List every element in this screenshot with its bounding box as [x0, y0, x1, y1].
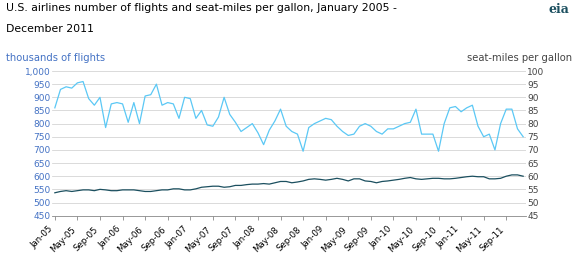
- Text: thousands of flights: thousands of flights: [6, 53, 105, 63]
- Text: U.S. airlines number of flights and seat-miles per gallon, January 2005 -: U.S. airlines number of flights and seat…: [6, 3, 397, 13]
- Text: December 2011: December 2011: [6, 24, 94, 34]
- Text: eia: eia: [549, 3, 569, 16]
- Text: seat-miles per gallon: seat-miles per gallon: [467, 53, 572, 63]
